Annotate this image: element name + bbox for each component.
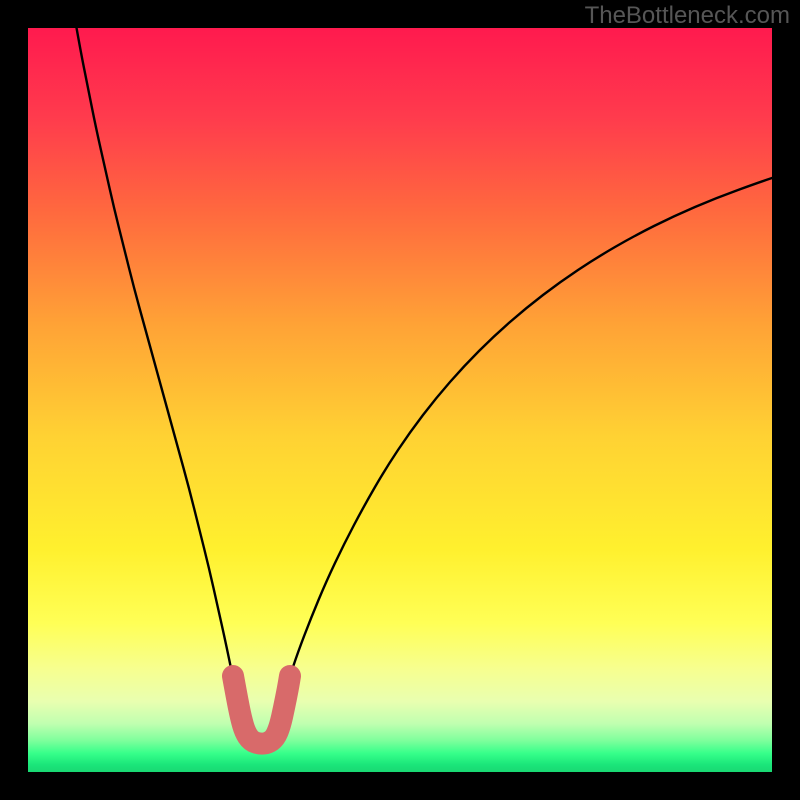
gradient-plot-background [28,28,772,772]
stage: TheBottleneck.com [0,0,800,800]
watermark-text: TheBottleneck.com [585,2,790,30]
chart-svg [0,0,800,800]
